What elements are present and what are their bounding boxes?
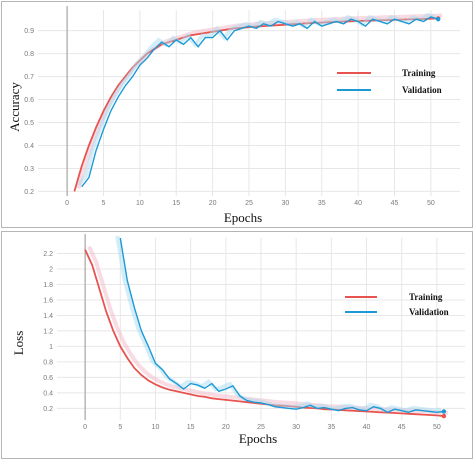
loss-x-tick-label: 5 xyxy=(118,424,122,431)
loss-y-tick-label: 0.6 xyxy=(43,375,53,382)
accuracy-axes: 0.2 0.3 0.4 0.5 0.6 0.7 0.8 0.9 0 5 10 15 20 25 30 35 40… xyxy=(24,6,435,207)
loss-y-tick-label: 1.6 xyxy=(43,297,53,304)
accuracy-x-tick-label: 25 xyxy=(245,200,253,207)
loss-y-tick-label: 1 xyxy=(49,344,53,351)
accuracy-legend-validation-label: Validation xyxy=(402,85,442,95)
loss-training-end-marker xyxy=(441,413,447,419)
accuracy-validation-end-marker xyxy=(435,16,441,22)
loss-x-tick-label: 30 xyxy=(292,424,300,431)
loss-y-axis-title: Loss xyxy=(11,331,26,356)
accuracy-validation-line xyxy=(81,16,439,188)
loss-series xyxy=(84,236,449,419)
loss-x-tick-label: 45 xyxy=(398,424,406,431)
accuracy-x-tick-label: 10 xyxy=(136,200,144,207)
loss-validation-end-marker xyxy=(441,409,447,414)
accuracy-y-tick-label: 0.8 xyxy=(24,51,34,58)
loss-grid xyxy=(57,238,465,420)
loss-validation-line xyxy=(119,238,444,414)
accuracy-x-tick-label: 50 xyxy=(427,200,435,207)
accuracy-x-tick-label: 30 xyxy=(281,200,289,207)
loss-y-tick-label: 0.8 xyxy=(43,359,53,366)
loss-x-tick-label: 50 xyxy=(433,424,441,431)
accuracy-y-tick-label: 0.5 xyxy=(24,120,34,127)
accuracy-training-line xyxy=(73,17,439,192)
accuracy-y-tick-label: 0.7 xyxy=(24,74,34,81)
accuracy-y-tick-label: 0.6 xyxy=(24,97,34,104)
loss-y-tick-label: 2.2 xyxy=(43,251,53,258)
accuracy-x-tick-label: 0 xyxy=(65,200,69,207)
loss-y-tick-label: 1.2 xyxy=(43,328,53,335)
accuracy-x-tick-label: 20 xyxy=(209,200,217,207)
accuracy-training-shadow-line xyxy=(76,13,443,189)
accuracy-x-tick-label: 45 xyxy=(391,200,399,207)
accuracy-y-tick-label: 0.3 xyxy=(24,166,34,173)
loss-legend: Training Validation xyxy=(345,292,449,317)
accuracy-validation-shadow-line xyxy=(77,12,436,187)
accuracy-y-tick-label: 0.9 xyxy=(24,28,34,35)
loss-chart: 0.2 0.4 0.6 0.8 1 1.2 1.4 1.6 1.8 2 2.2 0 5 10 15 20 25 3… xyxy=(11,234,465,446)
accuracy-x-tick-label: 15 xyxy=(172,200,180,207)
accuracy-y-tick-label: 0.4 xyxy=(24,143,34,150)
accuracy-x-tick-label: 5 xyxy=(102,200,106,207)
accuracy-x-tick-label: 40 xyxy=(354,200,362,207)
loss-x-tick-label: 25 xyxy=(257,424,265,431)
loss-y-tick-label: 1.4 xyxy=(43,313,53,320)
loss-y-tick-label: 1.8 xyxy=(43,282,53,289)
accuracy-legend: Training Validation xyxy=(337,68,442,95)
loss-legend-training-label: Training xyxy=(409,292,443,302)
accuracy-series xyxy=(73,12,443,192)
loss-x-tick-label: 0 xyxy=(83,424,87,431)
loss-legend-validation-label: Validation xyxy=(409,307,449,317)
loss-y-tick-label: 0.2 xyxy=(43,406,53,413)
loss-y-tick-label: 0.4 xyxy=(43,390,53,397)
accuracy-grid xyxy=(38,10,460,196)
accuracy-legend-training-label: Training xyxy=(402,68,436,78)
accuracy-x-tick-label: 35 xyxy=(318,200,326,207)
accuracy-x-axis-title: Epochs xyxy=(224,210,262,225)
loss-x-tick-label: 40 xyxy=(363,424,371,431)
loss-training-shadow-line xyxy=(87,245,449,416)
loss-x-tick-label: 35 xyxy=(327,424,335,431)
loss-x-axis-title: Epochs xyxy=(239,431,277,446)
accuracy-chart: 0.2 0.3 0.4 0.5 0.6 0.7 0.8 0.9 0 5 10 15 20 25 30 35 40… xyxy=(7,6,460,225)
loss-y-tick-label: 2 xyxy=(49,266,53,273)
loss-x-tick-label: 10 xyxy=(152,424,160,431)
accuracy-y-tick-label: 0.2 xyxy=(24,189,34,196)
accuracy-y-axis-title: Accuracy xyxy=(7,82,22,132)
loss-x-tick-label: 15 xyxy=(187,424,195,431)
loss-x-tick-label: 20 xyxy=(222,424,230,431)
loss-axes: 0.2 0.4 0.6 0.8 1 1.2 1.4 1.6 1.8 2 2.2 0 5 10 15 20 25 3… xyxy=(43,234,441,431)
